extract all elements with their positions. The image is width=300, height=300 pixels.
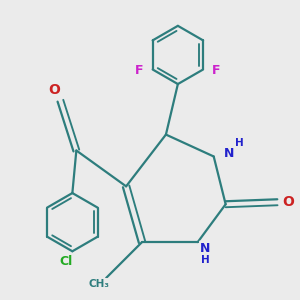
Text: CH₃: CH₃ xyxy=(88,279,109,289)
Text: N: N xyxy=(200,242,210,254)
Text: N: N xyxy=(224,147,234,160)
Text: H: H xyxy=(235,138,244,148)
Text: O: O xyxy=(282,195,294,209)
Text: O: O xyxy=(49,83,60,97)
Text: F: F xyxy=(212,64,221,77)
Text: F: F xyxy=(135,64,143,77)
Text: Cl: Cl xyxy=(60,255,73,268)
Text: H: H xyxy=(201,255,210,265)
